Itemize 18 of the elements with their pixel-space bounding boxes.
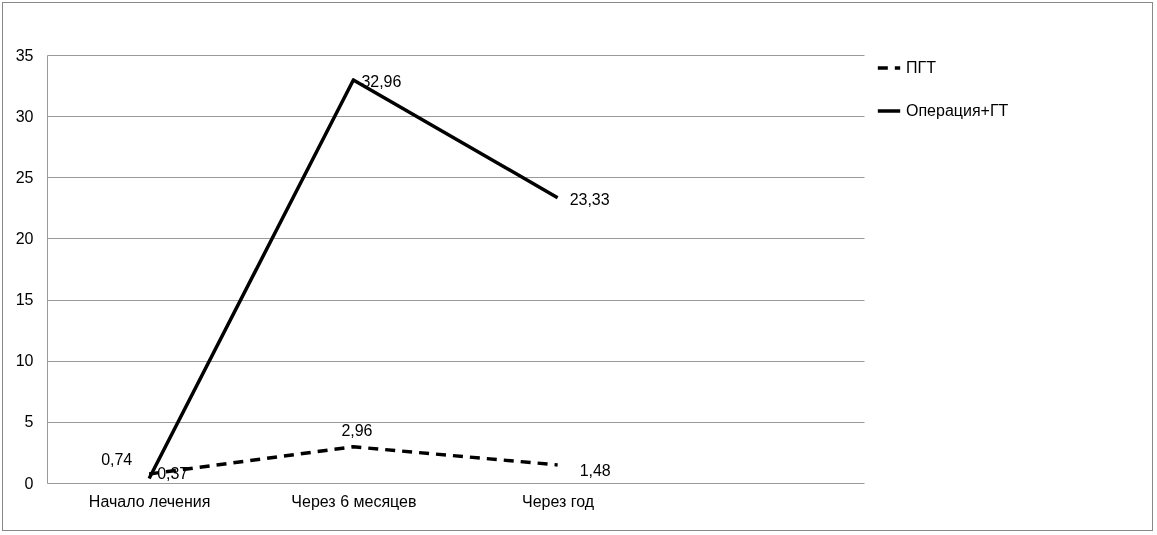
x-tick-label: Через год: [522, 492, 595, 510]
legend-label: Операция+ГТ: [906, 102, 1009, 119]
data-label: 32,96: [361, 72, 402, 90]
x-tick-label: Начало лечения: [88, 492, 211, 510]
legend-label: ПГТ: [906, 59, 937, 76]
data-label: 23,33: [569, 190, 610, 208]
y-tick-label: 30: [15, 107, 34, 125]
data-label: 2,96: [341, 421, 373, 439]
x-tick-label: Через 6 месяцев: [291, 492, 417, 510]
y-tick-label: 35: [15, 46, 34, 64]
y-tick-label: 10: [15, 352, 34, 370]
y-tick-label: 15: [15, 291, 34, 309]
data-label: 1,48: [579, 461, 611, 479]
y-tick-label: 25: [15, 168, 34, 186]
y-tick-label: 0: [24, 474, 34, 492]
data-label: 0,74: [101, 450, 133, 468]
y-tick-label: 20: [15, 229, 34, 247]
y-tick-label: 5: [24, 413, 34, 431]
